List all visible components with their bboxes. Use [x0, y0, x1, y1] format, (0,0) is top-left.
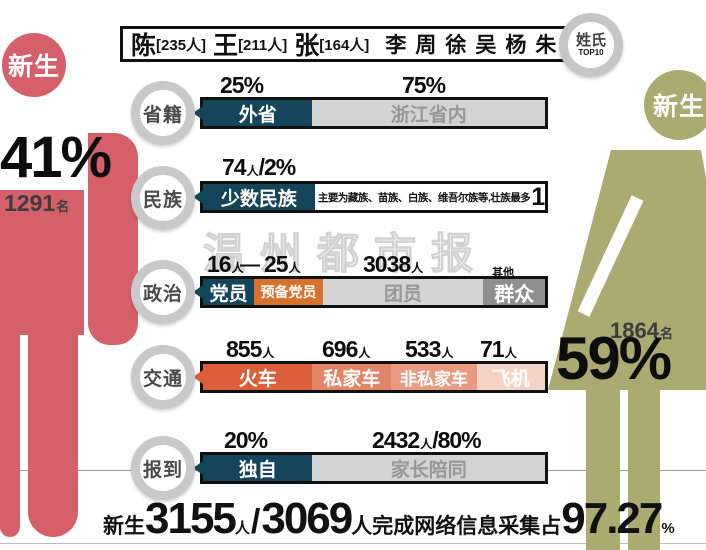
ethnicity-label: 74人/2%	[222, 154, 296, 180]
surname-9: 朱	[535, 34, 557, 57]
footer-percent: 97.27	[561, 494, 663, 543]
ethnicity-note-text: 主要为藏族、苗族、白族、维吾尔族等,壮族最多	[317, 191, 531, 204]
surname-6: 徐	[445, 34, 467, 57]
politics-label-party: 16人	[207, 251, 244, 277]
segment-within-zhejiang: 浙江省内	[312, 100, 545, 126]
segment-ethnic-minority: 少数民族	[203, 184, 315, 210]
category-circle-checkin: 报到	[131, 436, 195, 500]
male-count: 1291名	[4, 190, 69, 217]
category-label-checkin: 报到	[142, 459, 183, 481]
surname-circle-subtitle: TOP10	[578, 47, 604, 57]
footer-unit-1: 人	[234, 520, 250, 537]
male-figure-head: 新生	[2, 33, 66, 97]
segment-masses: 群众	[483, 279, 545, 305]
footer-percent-sign: %	[661, 520, 675, 537]
male-figure-arm	[88, 133, 138, 345]
male-figure-left-leg	[0, 333, 20, 537]
category-label-politics: 政治	[142, 283, 183, 305]
female-figure-head: 新生	[644, 70, 706, 140]
politics-label-other: 其他	[492, 267, 514, 279]
surname-3-count: [164人]	[319, 36, 370, 54]
male-percent: 41%	[0, 125, 112, 190]
segment-ethnicity-note: 主要为藏族、苗族、白族、维吾尔族等,壮族最多16人	[314, 184, 545, 210]
category-circle-transport: 交通	[131, 345, 195, 409]
category-circle-politics: 政治	[131, 260, 195, 324]
segment-probationary-member: 预备党员	[254, 279, 323, 305]
footer-collected: 3069	[261, 494, 353, 543]
female-percent: 59%	[556, 325, 672, 392]
checkin-label-alone: 20%	[224, 427, 268, 453]
transport-label-train: 855人	[226, 336, 275, 362]
transport-label-plane: 71人	[480, 336, 517, 362]
segment-private-car: 私家车	[312, 364, 392, 390]
surname-top10-box: 陈[235人] 王[211人] 张[164人] 李 周 徐 吴 杨 朱 沈	[120, 26, 586, 62]
surname-2-count: [211人]	[238, 36, 288, 54]
politics-label-league: 3038人	[363, 251, 424, 277]
bottom-rule	[0, 543, 706, 544]
right-figure-title: 新生	[652, 93, 705, 121]
checkin-label-accompanied: 2432人/80%	[372, 427, 482, 453]
segment-party-member: 党员	[203, 279, 255, 305]
segment-train: 火车	[203, 364, 313, 390]
province-label-right: 75%	[402, 72, 446, 98]
segment-alone: 独自	[203, 455, 313, 481]
surname-7: 吴	[475, 34, 497, 57]
footer-middle-text: 人完成网络信息采集占	[351, 515, 562, 538]
female-count-unit: 名	[659, 326, 673, 341]
politics-bar: 党员 预备党员 团员 群众	[200, 276, 548, 308]
category-label-transport: 交通	[142, 368, 183, 390]
footer-total: 3155	[145, 494, 237, 543]
footer-prefix: 新生	[103, 515, 145, 538]
transport-bar: 火车 私家车 非私家车 飞机	[200, 361, 548, 393]
watermark: 温州都市报	[202, 229, 489, 277]
category-circle-province: 省籍	[131, 81, 195, 145]
surname-1-count: [235人]	[156, 36, 207, 54]
surname-4: 李	[385, 34, 407, 57]
surname-3: 张	[294, 32, 320, 60]
segment-out-of-province: 外省	[203, 100, 313, 126]
category-label-province: 省籍	[142, 104, 183, 126]
politics-label-probationary: 25人	[264, 251, 301, 277]
ethnicity-note-number: 16	[531, 184, 545, 210]
male-figure-right-leg	[28, 333, 78, 537]
male-figure-torso	[0, 190, 84, 335]
female-figure-left-leg	[586, 390, 620, 550]
surname-8: 杨	[505, 34, 527, 57]
segment-plane: 飞机	[476, 364, 545, 390]
female-count-number: 1864	[610, 318, 659, 343]
female-figure-right-leg	[628, 390, 660, 550]
transport-label-non-private-car: 533人	[405, 336, 454, 362]
politics-label-dash: —	[240, 254, 260, 276]
surname-category-circle: 姓氏 TOP10	[559, 13, 623, 77]
surname-2: 王	[213, 32, 239, 60]
footer-summary: 新生 3155 人 / 3069 人完成网络信息采集占 97.27 %	[103, 497, 675, 542]
footer-slash: /	[250, 503, 261, 541]
left-figure-title: 新生	[7, 53, 60, 81]
province-label-left: 25%	[220, 72, 264, 98]
segment-with-parents: 家长陪同	[312, 455, 545, 481]
checkin-bar: 独自 家长陪同	[200, 452, 548, 484]
surname-1: 陈	[131, 32, 157, 60]
category-label-ethnicity: 民族	[142, 189, 183, 211]
province-bar: 外省 浙江省内	[200, 97, 548, 129]
transport-label-private-car: 696人	[322, 336, 371, 362]
male-count-number: 1291	[4, 190, 56, 216]
surname-circle-title: 姓氏	[575, 31, 606, 49]
segment-non-private-car: 非私家车	[391, 364, 477, 390]
female-count: 1864名	[610, 318, 673, 344]
surname-5: 周	[415, 34, 437, 57]
male-count-unit: 名	[56, 199, 70, 214]
category-circle-ethnicity: 民族	[131, 166, 195, 230]
segment-league-member: 团员	[322, 279, 484, 305]
ethnicity-bar: 少数民族 主要为藏族、苗族、白族、维吾尔族等,壮族最多16人	[200, 181, 548, 213]
